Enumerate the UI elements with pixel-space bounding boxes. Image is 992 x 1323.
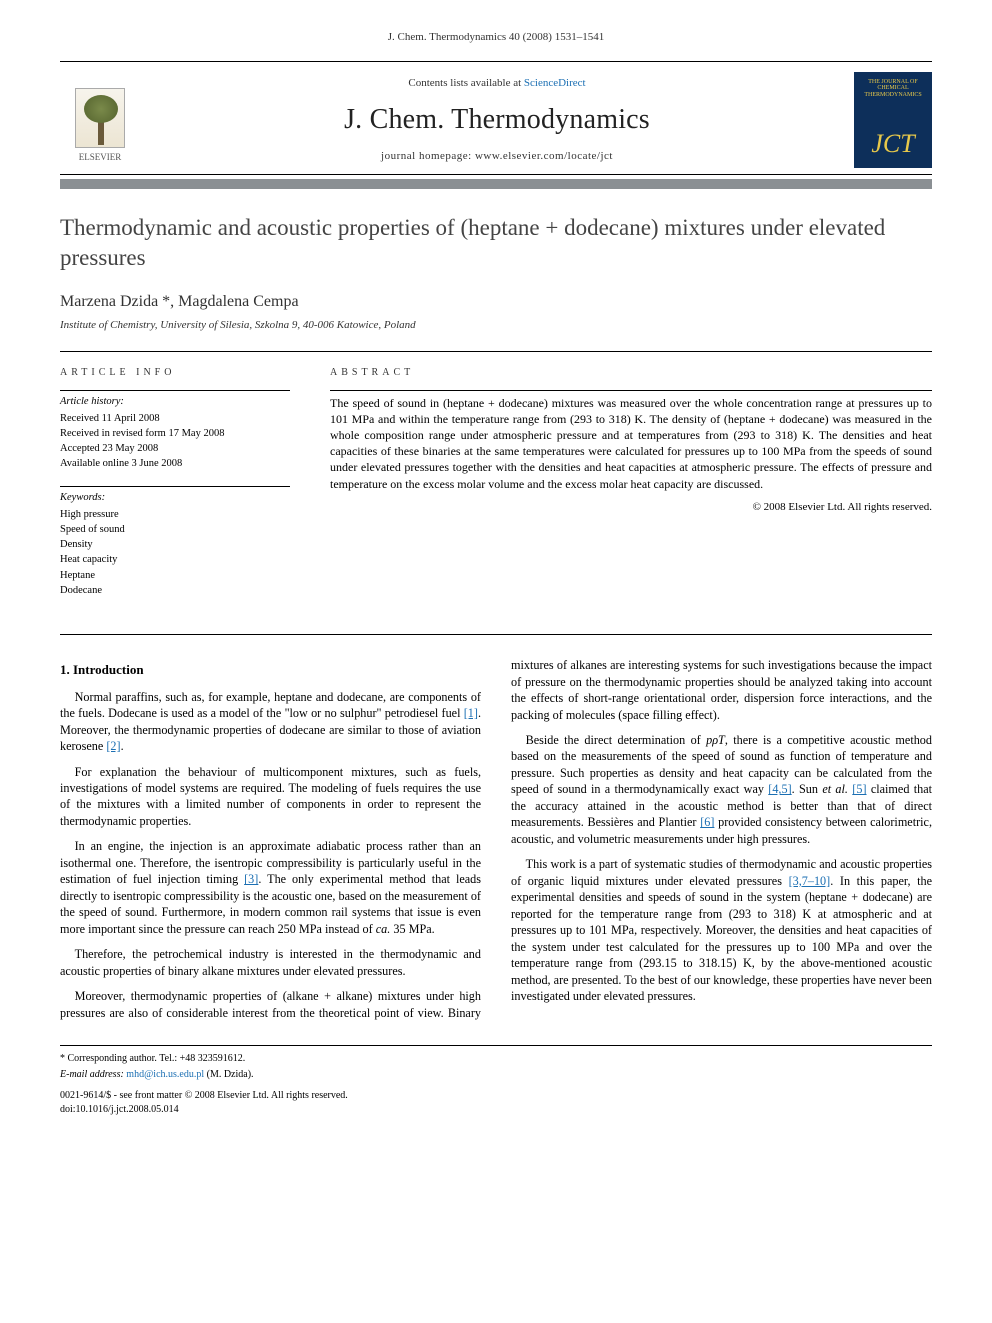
section-heading-intro: 1. Introduction <box>60 661 481 679</box>
affiliation: Institute of Chemistry, University of Si… <box>60 318 932 333</box>
abstract-copyright: © 2008 Elsevier Ltd. All rights reserved… <box>330 500 932 515</box>
cover-short: JCT <box>871 126 914 161</box>
cover-title: THE JOURNAL OF CHEMICAL THERMODYNAMICS <box>859 79 927 99</box>
accent-bar <box>60 179 932 189</box>
history-online: Available online 3 June 2008 <box>60 456 290 471</box>
email-link[interactable]: mhd@ich.us.edu.pl <box>126 1069 204 1080</box>
journal-homepage: journal homepage: www.elsevier.com/locat… <box>140 149 854 164</box>
rule-top <box>60 61 932 62</box>
abstract-text: The speed of sound in (heptane + dodecan… <box>330 395 932 492</box>
italic-run: pρT <box>706 733 725 747</box>
citation-link[interactable]: [6] <box>700 815 714 829</box>
paper-title: Thermodynamic and acoustic properties of… <box>60 213 932 273</box>
history-received: Received 11 April 2008 <box>60 411 290 426</box>
body-para: In an engine, the injection is an approx… <box>60 838 481 937</box>
keyword: Density <box>60 537 290 552</box>
journal-title: J. Chem. Thermodynamics <box>140 101 854 139</box>
front-matter-copyright: 0021-9614/$ - see front matter © 2008 El… <box>60 1089 932 1103</box>
publisher-logo: ELSEVIER <box>60 77 140 163</box>
rule-under-masthead <box>60 174 932 175</box>
text-run: Normal paraffins, such as, for example, … <box>60 690 481 720</box>
article-info-label: ARTICLE INFO <box>60 366 290 380</box>
masthead-center: Contents lists available at ScienceDirec… <box>140 76 854 163</box>
citation-link[interactable]: [2] <box>106 739 120 753</box>
keyword: Heat capacity <box>60 552 290 567</box>
citation-link[interactable]: [3,7–10] <box>789 874 831 888</box>
body-columns: 1. Introduction Normal paraffins, such a… <box>60 657 932 1021</box>
sciencedirect-link[interactable]: ScienceDirect <box>524 77 586 89</box>
doi: doi:10.1016/j.jct.2008.05.014 <box>60 1103 932 1117</box>
article-info-col: ARTICLE INFO Article history: Received 1… <box>60 366 290 612</box>
keyword: Dodecane <box>60 583 290 598</box>
text-run: . Sun <box>792 782 823 796</box>
keywords-heading: Keywords: <box>60 491 290 505</box>
body-para: Therefore, the petrochemical industry is… <box>60 946 481 979</box>
body-para: Normal paraffins, such as, for example, … <box>60 689 481 755</box>
body-para: For explanation the behaviour of multico… <box>60 764 481 830</box>
keyword: Heptane <box>60 568 290 583</box>
authors: Marzena Dzida *, Magdalena Cempa <box>60 291 932 313</box>
body-para: This work is a part of systematic studie… <box>511 856 932 1004</box>
history-block: Article history: Received 11 April 2008 … <box>60 395 290 472</box>
keyword: High pressure <box>60 507 290 522</box>
history-revised: Received in revised form 17 May 2008 <box>60 426 290 441</box>
italic-run: et al. <box>822 782 848 796</box>
history-heading: Article history: <box>60 395 290 409</box>
abstract-label: ABSTRACT <box>330 366 932 380</box>
rule-under-abstract <box>60 634 932 635</box>
contents-line: Contents lists available at ScienceDirec… <box>140 76 854 91</box>
rule-ai-2 <box>60 486 290 487</box>
text-run: 35 MPa. <box>390 922 434 936</box>
footnote-block: * Corresponding author. Tel.: +48 323591… <box>60 1045 932 1116</box>
masthead: ELSEVIER Contents lists available at Sci… <box>60 66 932 170</box>
citation-link[interactable]: [1] <box>464 706 478 720</box>
text-run: . <box>121 739 124 753</box>
keywords-block: Keywords: High pressure Speed of sound D… <box>60 491 290 598</box>
text-run: . In this paper, the experimental densit… <box>511 874 932 1003</box>
rule-abs <box>330 390 932 391</box>
elsevier-tree-icon <box>75 88 125 148</box>
italic-run: ca. <box>376 922 391 936</box>
keyword: Speed of sound <box>60 522 290 537</box>
citation-link[interactable]: [5] <box>852 782 866 796</box>
email-tail: (M. Dzida). <box>204 1069 253 1080</box>
email-line: E-mail address: mhd@ich.us.edu.pl (M. Dz… <box>60 1068 932 1082</box>
text-run: Beside the direct determination of <box>526 733 706 747</box>
citation-link[interactable]: [4,5] <box>768 782 791 796</box>
email-label: E-mail address: <box>60 1069 126 1080</box>
running-head: J. Chem. Thermodynamics 40 (2008) 1531–1… <box>60 30 932 45</box>
history-accepted: Accepted 23 May 2008 <box>60 441 290 456</box>
corresponding-author: * Corresponding author. Tel.: +48 323591… <box>60 1052 932 1066</box>
journal-cover-thumb: THE JOURNAL OF CHEMICAL THERMODYNAMICS J… <box>854 72 932 168</box>
citation-link[interactable]: [3] <box>244 872 258 886</box>
rule-ai-1 <box>60 390 290 391</box>
contents-prefix: Contents lists available at <box>408 77 523 89</box>
body-para: Beside the direct determination of pρT, … <box>511 732 932 847</box>
meta-abstract-row: ARTICLE INFO Article history: Received 1… <box>60 351 932 612</box>
abstract-col: ABSTRACT The speed of sound in (heptane … <box>330 366 932 612</box>
publisher-name: ELSEVIER <box>79 151 122 163</box>
